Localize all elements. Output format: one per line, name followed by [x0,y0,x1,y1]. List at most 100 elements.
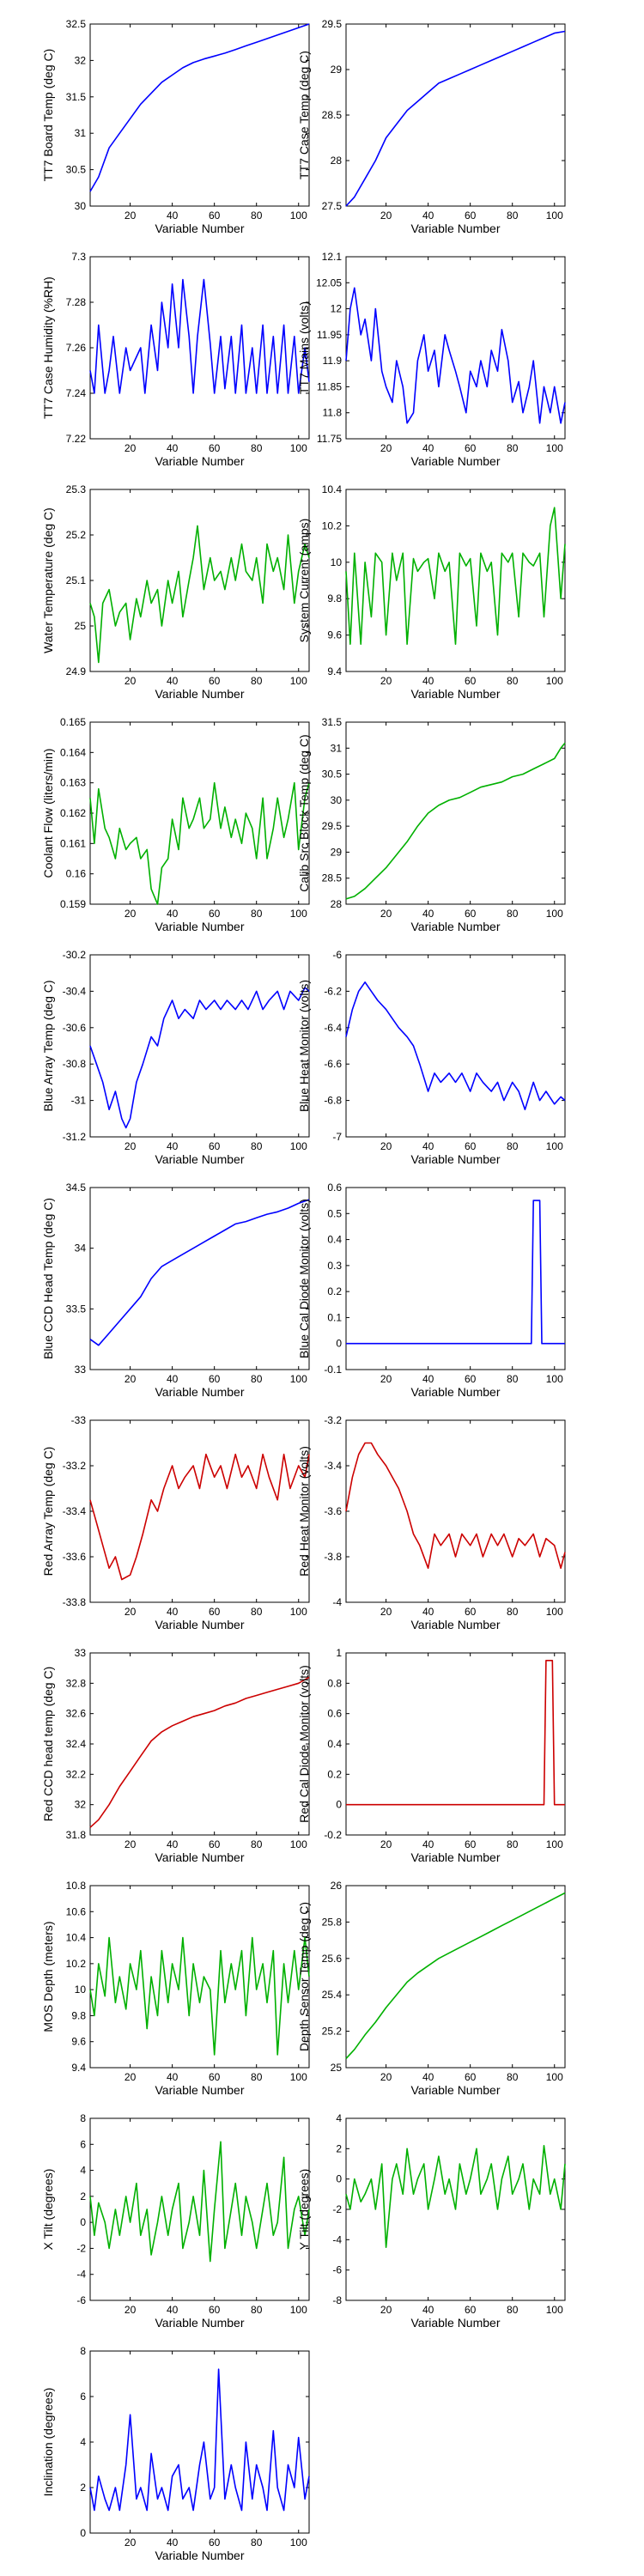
plot-frame [89,721,310,905]
y-tick-label: -33.8 [63,1596,87,1608]
y-tick-label: 0 [336,1799,342,1811]
y-tick-label: 2 [80,2482,86,2494]
y-tick-label: 10.4 [66,1932,87,1944]
x-tick-label: 100 [290,442,307,454]
y-tick-label: -30.6 [63,1022,87,1034]
x-tick-label: 40 [422,675,434,687]
y-axis-label: Depth Sensor Temp (deg C) [297,1902,311,2051]
y-tick-label: -3.8 [324,1551,342,1563]
plot-frame [89,2350,310,2534]
y-tick-label: 0.165 [60,716,86,728]
plot-frame [89,1652,310,1836]
x-tick-label: 60 [209,210,221,222]
y-tick-label: 10.4 [322,483,343,495]
x-axis-label: Variable Number [410,2316,500,2330]
x-axis-label: Variable Number [410,222,500,235]
x-axis-label: Variable Number [410,2083,500,2097]
y-axis-label: Blue Heat Monitor (volts) [297,980,311,1112]
y-tick-label: 33 [75,1647,87,1659]
y-tick-label: 8 [80,2112,86,2124]
y-tick-label: 0.5 [327,1207,342,1219]
x-tick-label: 40 [167,1140,179,1152]
x-tick-label: 40 [167,1373,179,1385]
y-tick-label: 7.22 [66,433,87,445]
y-tick-label: 2 [80,2190,86,2202]
series-line [346,1200,565,1345]
x-tick-label: 40 [167,210,179,222]
x-tick-label: 20 [380,1140,392,1152]
y-tick-label: -3.2 [324,1414,342,1426]
x-tick-label: 60 [209,908,221,920]
series-line [89,1676,310,1828]
x-axis-label: Variable Number [410,1152,500,1166]
x-axis-label: Variable Number [155,454,244,468]
chart-panel: 20 40 60 80 100 9.4 9.6 9.8 10 10.2 10.4 10.6 10.8 Va… [41,1880,310,2097]
y-axis-label: X Tilt (degrees) [41,2169,55,2251]
x-axis-label: Variable Number [410,1850,500,1864]
series-line [89,23,310,192]
x-tick-label: 40 [167,2071,179,2083]
y-tick-label: 11.85 [317,380,342,392]
chart-panel: 20 40 60 80 100 31.8 32 32.2 32.4 32.6 32.8 33 Varia… [41,1647,310,1864]
x-tick-label: 40 [422,908,434,920]
y-tick-label: 25.4 [322,1989,343,2001]
x-tick-label: 20 [125,2537,137,2549]
y-tick-label: 25 [331,2062,343,2074]
y-tick-label: 11.95 [317,329,342,341]
chart-panel: 20 40 60 80 100 28 28.5 29 29.5 30 30.5 31 31.5 Varia… [297,716,566,933]
chart-panel: 20 40 60 80 100 24.9 25 25.1 25.2 25.3 Variable Nu… [41,483,310,701]
x-axis-label: Variable Number [410,1618,500,1631]
x-tick-label: 100 [546,908,563,920]
x-tick-label: 60 [465,908,477,920]
y-tick-label: -6.8 [324,1095,342,1107]
chart-panel: 20 40 60 80 100 27.5 28 28.5 29 29.5 Variable Numb… [297,18,566,235]
x-tick-label: 100 [290,1838,307,1850]
y-tick-label: 0 [336,2173,342,2185]
y-tick-label: 32.5 [66,18,87,30]
plot-frame [345,1187,566,1370]
y-tick-label: 4 [80,2436,86,2448]
x-tick-label: 40 [422,1140,434,1152]
x-tick-label: 80 [251,675,263,687]
series-line [89,2141,310,2263]
y-tick-label: 31 [331,742,343,754]
chart-panel: 20 40 60 80 100 -7 -6.8 -6.6 -6.4 -6.2 -6 Variable … [297,949,566,1166]
series-line [345,507,566,646]
x-tick-label: 60 [465,1140,477,1152]
y-tick-label: 25.2 [322,2026,343,2038]
chart-panel: 20 40 60 80 100 9.4 9.6 9.8 10 10.2 10.4 Variable N… [297,483,566,701]
x-axis-label: Variable Number [410,920,500,933]
y-tick-label: 10.8 [66,1880,87,1892]
x-tick-label: 20 [125,2304,137,2316]
y-axis-label: Calib Src Block Temp (deg C) [297,734,311,891]
x-axis-label: Variable Number [410,1385,500,1399]
x-axis-label: Variable Number [155,1850,244,1864]
x-tick-label: 60 [465,210,477,222]
x-tick-label: 20 [380,442,392,454]
y-tick-label: -2 [76,2242,86,2254]
y-axis-label: Y Tilt (degrees) [297,2169,311,2251]
y-tick-label: -4 [332,1596,342,1608]
x-tick-label: 100 [546,675,563,687]
y-tick-label: 12.05 [316,276,342,289]
y-tick-label: -0.2 [324,1829,342,1841]
x-tick-label: 40 [422,1373,434,1385]
y-tick-label: 11.8 [323,407,343,419]
x-tick-label: 60 [465,442,477,454]
x-tick-label: 80 [251,442,263,454]
y-tick-label: 0.8 [327,1677,342,1689]
x-tick-label: 100 [290,1606,307,1618]
y-tick-label: 0.2 [327,1285,342,1297]
x-tick-label: 60 [209,1373,221,1385]
chart-panel: 20 40 60 80 100 -6 -4 -2 0 2 4 6 8 Variable Number X T… [41,2112,310,2330]
y-tick-label: 29 [331,846,343,858]
x-tick-label: 20 [380,908,392,920]
chart-panel: 20 40 60 80 100 11.75 11.8 11.85 11.9 11.95 12 12.0… [297,251,566,468]
y-tick-label: -33.2 [63,1460,87,1472]
chart-panel: 20 40 60 80 100 7.22 7.24 7.26 7.28 7.3 Variable N… [41,251,310,468]
x-tick-label: 80 [251,1373,263,1385]
series-line [345,30,566,207]
y-tick-label: 28.5 [322,109,343,121]
x-tick-label: 100 [290,2537,307,2549]
y-tick-label: 0.4 [327,1234,342,1246]
